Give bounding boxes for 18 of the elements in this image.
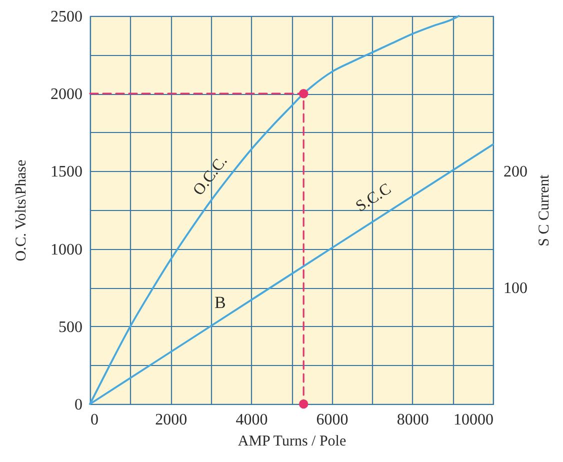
y2-tick-label: 200	[504, 164, 528, 181]
x-tick-label: 4000	[236, 412, 268, 428]
y-tick-label: 500	[58, 318, 82, 336]
x-tick-label: 2000	[155, 412, 188, 428]
y-tick-label: 0	[74, 396, 82, 414]
y-tick-label: 2000	[50, 86, 82, 104]
x-tick-label: 10000	[454, 412, 494, 428]
annotation: B	[214, 293, 226, 312]
y-axis-title: O.C. Volts\Phase	[14, 159, 30, 262]
y-tick-label: 1000	[50, 241, 82, 258]
x-tick-label: 6000	[316, 412, 348, 428]
y-tick-label: 1500	[50, 164, 82, 181]
x-tick-label: 0	[90, 412, 98, 428]
x-tick-label: 8000	[396, 412, 429, 428]
y2-tick-label: 100	[504, 280, 528, 298]
y2-axis-title: S C Current	[536, 174, 552, 246]
y-tick-label: 2500	[50, 8, 82, 26]
x-axis-title: AMP Turns / Pole	[238, 434, 346, 450]
